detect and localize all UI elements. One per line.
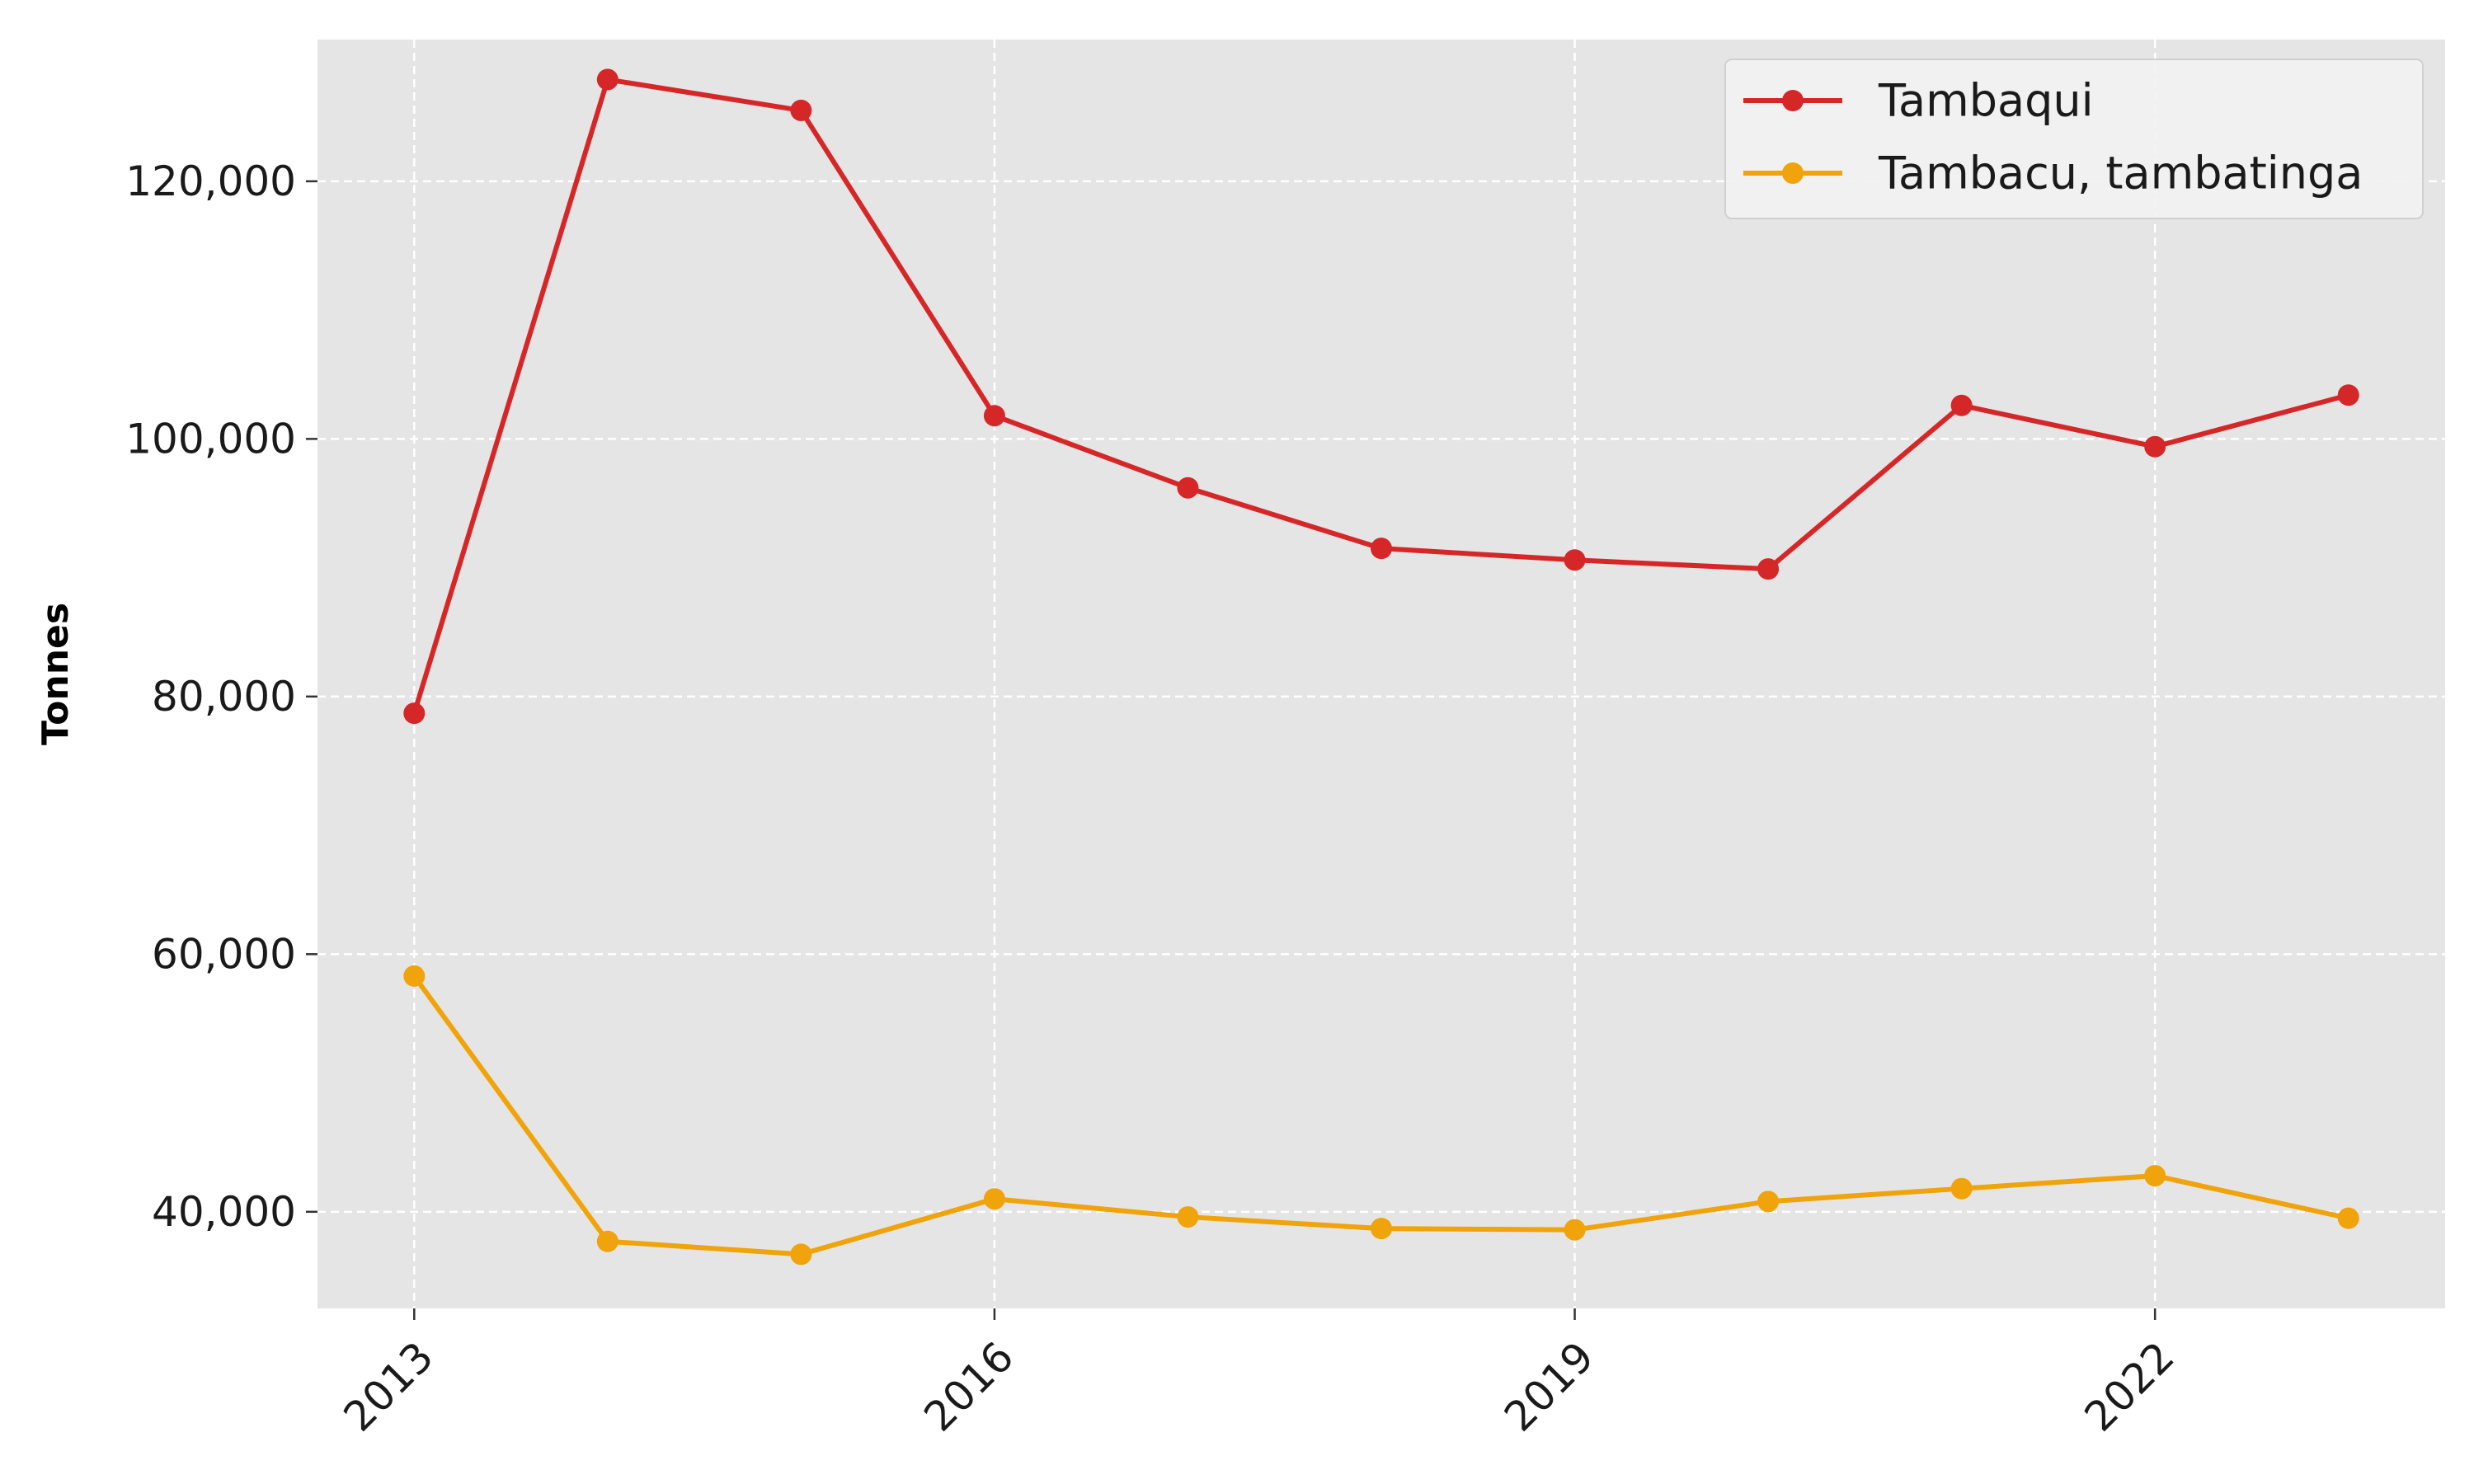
legend-entry-label: Tambaqui — [1878, 75, 2094, 127]
x-tick-label: 2022 — [2076, 1332, 2184, 1440]
series-2-point — [596, 1230, 618, 1252]
series-1-point — [403, 702, 426, 725]
series-2-point — [1950, 1177, 1973, 1200]
y-axis-label: Tonnes — [35, 603, 77, 745]
y-tick-label: 60,000 — [152, 930, 296, 978]
legend-swatch-marker — [1782, 162, 1804, 184]
series-2-point — [983, 1188, 1005, 1210]
series-2-point — [1757, 1190, 1780, 1213]
series-1-point — [1564, 549, 1586, 571]
legend-entry-label: Tambacu, tambatinga — [1878, 148, 2363, 200]
series-1-point — [1757, 558, 1780, 580]
series-2-point — [1371, 1218, 1392, 1240]
series-layer — [403, 68, 2359, 1266]
series-2-point — [1564, 1219, 1586, 1241]
x-tick-label: 2013 — [335, 1332, 443, 1440]
series-1-point — [596, 68, 618, 91]
series-2-point — [2337, 1207, 2359, 1229]
series-2-point — [790, 1243, 812, 1266]
y-tick-label: 40,000 — [152, 1188, 296, 1236]
series-1-point — [1950, 394, 1973, 416]
series-1-point — [983, 405, 1005, 427]
series-2-point — [403, 965, 426, 987]
legend: Tambaqui Tambacu, tambatinga — [1724, 59, 2424, 219]
legend-swatch-marker — [1782, 90, 1804, 111]
series-2-point — [2144, 1165, 2166, 1187]
x-tick-label: 2016 — [915, 1332, 1023, 1440]
y-tick-label: 120,000 — [125, 157, 296, 205]
y-tick-label: 100,000 — [125, 415, 296, 463]
series-1-point — [790, 99, 812, 121]
legend-box — [1724, 59, 2424, 219]
series-1-point — [2337, 384, 2359, 406]
y-tick-label: 80,000 — [152, 673, 296, 721]
x-tick-label: 2019 — [1495, 1332, 1603, 1440]
plot-background — [317, 40, 2445, 1308]
series-1-point — [1177, 477, 1199, 499]
series-2-point — [1177, 1206, 1199, 1228]
series-1-point — [1371, 538, 1392, 560]
series-1-point — [2144, 435, 2166, 458]
